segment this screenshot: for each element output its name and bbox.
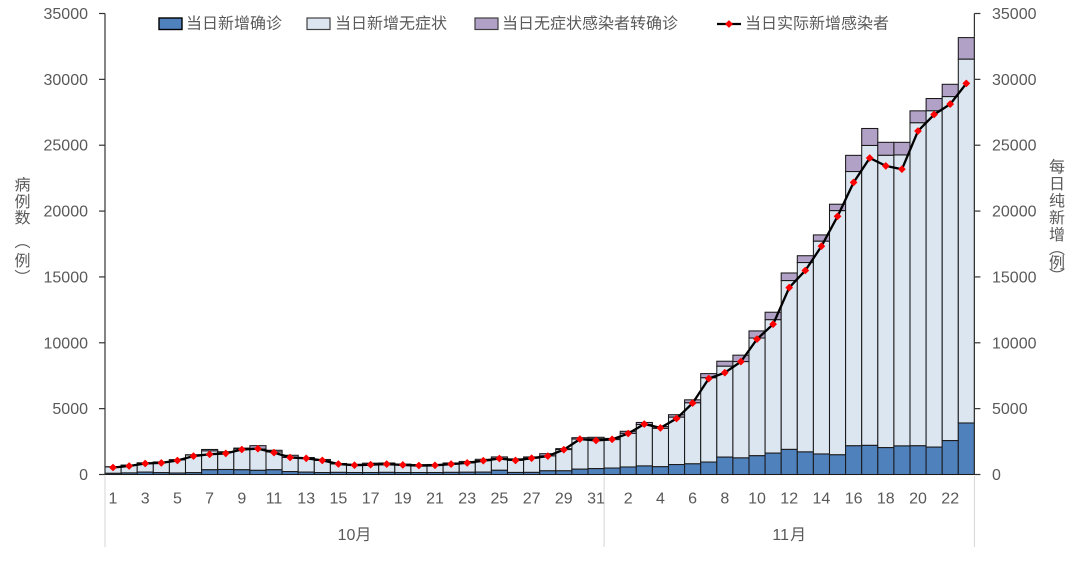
svg-text:35000: 35000 (992, 6, 1037, 23)
svg-text:11: 11 (266, 491, 283, 508)
svg-text:4: 4 (656, 491, 665, 508)
svg-text:25: 25 (491, 491, 509, 508)
svg-text:5000: 5000 (52, 401, 88, 418)
svg-text:30000: 30000 (44, 72, 89, 89)
svg-text:16: 16 (845, 491, 863, 508)
svg-text:13: 13 (297, 491, 315, 508)
svg-text:29: 29 (555, 491, 573, 508)
svg-text:20000: 20000 (44, 204, 89, 221)
svg-text:19: 19 (394, 491, 412, 508)
svg-text:27: 27 (523, 491, 541, 508)
svg-text:8: 8 (720, 491, 729, 508)
svg-text:14: 14 (813, 491, 831, 508)
svg-text:15: 15 (330, 491, 348, 508)
svg-text:7: 7 (205, 491, 214, 508)
svg-text:21: 21 (426, 491, 444, 508)
svg-text:15000: 15000 (44, 269, 89, 286)
svg-text:5000: 5000 (992, 401, 1028, 418)
svg-text:25000: 25000 (992, 138, 1037, 155)
svg-text:20000: 20000 (992, 204, 1037, 221)
svg-text:30000: 30000 (992, 72, 1037, 89)
svg-text:12: 12 (780, 491, 798, 508)
svg-text:9: 9 (237, 491, 246, 508)
svg-text:1: 1 (109, 491, 118, 508)
svg-text:3: 3 (141, 491, 150, 508)
svg-text:11: 11 (772, 527, 789, 544)
svg-text:0: 0 (79, 467, 88, 484)
svg-text:18: 18 (877, 491, 895, 508)
svg-text:23: 23 (458, 491, 476, 508)
svg-text:10000: 10000 (992, 335, 1037, 352)
svg-text:25000: 25000 (44, 138, 89, 155)
svg-text:6: 6 (688, 491, 697, 508)
svg-text:17: 17 (362, 491, 380, 508)
svg-text:22: 22 (941, 491, 959, 508)
svg-text:35000: 35000 (44, 6, 89, 23)
svg-text:5: 5 (173, 491, 182, 508)
svg-text:20: 20 (909, 491, 927, 508)
svg-text:10: 10 (748, 491, 766, 508)
svg-text:10: 10 (338, 527, 356, 544)
svg-text:0: 0 (992, 467, 1001, 484)
svg-text:10000: 10000 (44, 335, 89, 352)
svg-text:2: 2 (624, 491, 633, 508)
svg-text:31: 31 (587, 491, 605, 508)
svg-text:15000: 15000 (992, 269, 1037, 286)
